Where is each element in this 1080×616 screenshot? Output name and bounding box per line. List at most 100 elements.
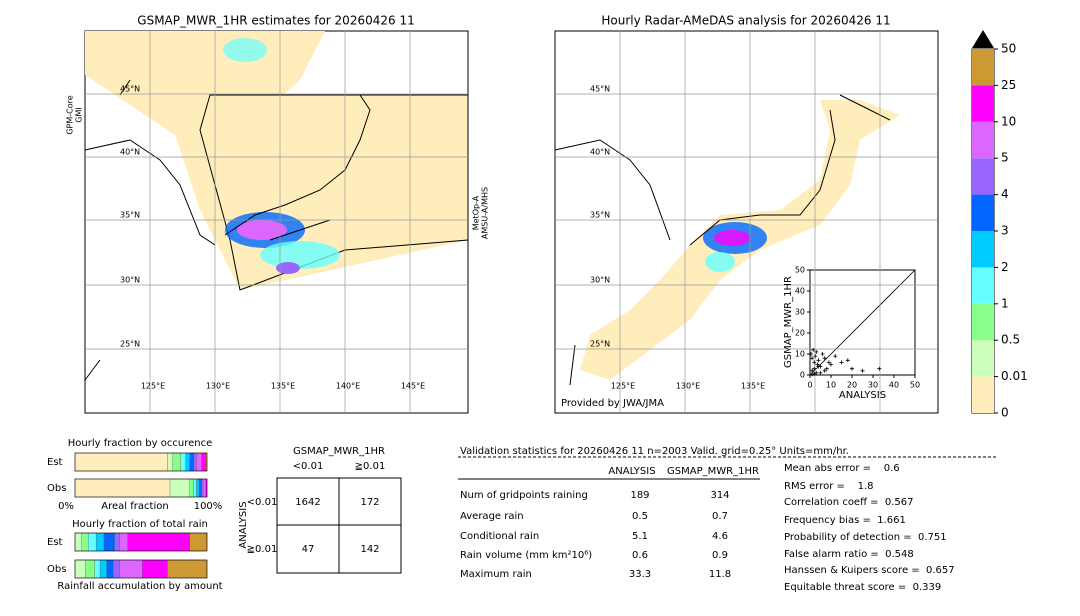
point — [824, 366, 829, 371]
row-label: Obs — [47, 483, 66, 494]
row-label: Rain volume (mm km²10⁶) — [460, 550, 592, 561]
side-label: ANALYSIS — [238, 501, 249, 548]
value: 5.1 — [632, 531, 648, 542]
map-title: GSMAP_MWR_1HR estimates for 20260426 11 — [137, 14, 414, 28]
y-tick-label: 30 — [795, 308, 805, 317]
colorbar-label: 1 — [1001, 296, 1009, 310]
axis-label: 100% — [194, 501, 223, 512]
x-tick-label: 20 — [847, 381, 857, 390]
colorbar-segment — [972, 340, 994, 377]
credit: Provided by JWA/JMA — [561, 398, 664, 409]
row-label: Num of gridpoints raining — [460, 490, 588, 501]
left-swath2 — [130, 31, 325, 135]
lat-label: 45°N — [590, 85, 610, 94]
point — [845, 358, 850, 363]
bar-segment — [94, 559, 101, 579]
bar-segment — [201, 452, 206, 472]
row-label: Est — [47, 537, 63, 548]
score: Correlation coeff = 0.567 — [784, 497, 914, 508]
bar-frame — [74, 452, 208, 472]
lon-label: 130°E — [676, 382, 700, 391]
point — [826, 360, 831, 365]
row-label: Maximum rain — [460, 569, 532, 580]
colorbar-segment — [972, 303, 994, 341]
value: 189 — [630, 490, 649, 501]
lon-label: 135°E — [741, 382, 765, 391]
point — [818, 370, 823, 375]
value: 4.6 — [712, 531, 728, 542]
lat-label: 30°N — [590, 276, 610, 285]
lon-label: 125°E — [141, 382, 165, 391]
bar-segment — [103, 532, 115, 552]
bar-segment — [99, 559, 107, 579]
sensor-label: GMI — [75, 107, 84, 122]
row-label: Conditional rain — [460, 531, 539, 542]
cell: 47 — [302, 544, 315, 555]
point — [810, 368, 815, 373]
point — [816, 358, 821, 363]
point — [812, 360, 817, 365]
rain-blob — [276, 262, 300, 274]
point — [822, 368, 827, 373]
validation-header: Validation statistics for 20260426 11 n=… — [460, 446, 849, 457]
colorbar-label: 50 — [1001, 42, 1016, 56]
x-tick-label: 30 — [868, 381, 878, 390]
map-title: Hourly Radar-AMeDAS analysis for 2026042… — [601, 14, 890, 28]
value: 0.7 — [712, 511, 728, 522]
bar-segment — [189, 452, 194, 472]
colorbar-segment — [972, 158, 994, 195]
point — [814, 370, 819, 375]
point — [833, 354, 838, 359]
rain-blob — [260, 241, 340, 269]
axis-label: Areal fraction — [101, 501, 168, 512]
lat-label: 25°N — [120, 340, 140, 349]
lon-label: 135°E — [271, 382, 295, 391]
score: Probability of detection = 0.751 — [784, 532, 947, 543]
bar-segment — [172, 452, 181, 472]
point — [815, 362, 820, 367]
coastline — [554, 94, 891, 386]
bar-segment — [119, 559, 143, 579]
value: 11.8 — [709, 569, 731, 580]
coastline — [84, 79, 371, 381]
colorbar-segment — [972, 231, 994, 268]
point — [812, 371, 817, 376]
point — [829, 362, 833, 367]
colorbar-extend — [972, 30, 994, 48]
y-tick-label: 0 — [800, 371, 805, 380]
bar-segment — [88, 532, 97, 552]
x-axis-label: ANALYSIS — [839, 390, 886, 401]
sensor-label: MetOp-A — [472, 195, 481, 230]
col-header: GSMAP_MWR_1HR — [667, 466, 759, 477]
bar-segment — [196, 478, 200, 498]
rain-blob — [237, 220, 287, 240]
point — [850, 366, 854, 371]
sensor-label: AMSU-A/MHS — [481, 187, 490, 239]
bar-segment — [202, 478, 206, 498]
bar-segment — [114, 532, 121, 552]
bar-segment — [167, 452, 173, 472]
lon-label: 125°E — [611, 382, 635, 391]
rain-blob — [714, 230, 750, 246]
colorbar-segment — [972, 376, 994, 413]
lat-label: 35°N — [590, 211, 610, 220]
bar-segment — [85, 559, 95, 579]
value: 33.3 — [629, 569, 651, 580]
bar-segment — [106, 559, 114, 579]
colorbar-label: 4 — [1001, 187, 1009, 201]
point — [809, 352, 814, 356]
colorbar-segment — [972, 85, 994, 122]
row-label: Average rain — [460, 511, 524, 522]
lat-label: 30°N — [120, 276, 140, 285]
lon-label: 140°E — [336, 382, 360, 391]
row-header: <0.01 — [247, 497, 278, 508]
value: 0.5 — [632, 511, 648, 522]
x-tick-label: 50 — [910, 381, 920, 390]
bar-segment — [81, 532, 89, 552]
lat-label: 35°N — [120, 211, 140, 220]
bar-segment — [95, 532, 105, 552]
lat-label: 40°N — [590, 148, 610, 157]
x-tick-label: 10 — [826, 381, 836, 390]
x-tick-label: 40 — [889, 381, 899, 390]
